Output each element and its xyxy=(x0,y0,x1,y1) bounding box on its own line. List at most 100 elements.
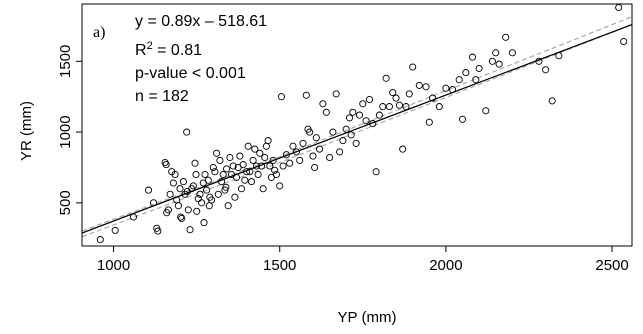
data-point xyxy=(402,103,410,111)
data-point xyxy=(309,152,317,160)
data-point xyxy=(339,137,347,145)
data-point xyxy=(214,190,222,198)
x-tick-label: 2500 xyxy=(595,257,628,274)
data-point xyxy=(282,151,290,159)
data-point xyxy=(382,74,390,82)
data-point xyxy=(229,162,237,170)
data-point xyxy=(266,162,274,170)
data-point xyxy=(249,156,257,164)
data-point xyxy=(271,166,279,174)
data-point xyxy=(149,199,158,207)
data-point xyxy=(193,207,201,215)
data-point xyxy=(279,162,287,170)
data-point xyxy=(264,137,272,145)
axes: 1000 1500 2000 2500 500 1000 1500 xyxy=(57,3,633,274)
x-axis-label: YP (mm) xyxy=(338,309,397,326)
data-point xyxy=(261,153,269,162)
data-point xyxy=(355,111,364,119)
data-point xyxy=(502,33,510,41)
data-point xyxy=(322,108,330,116)
data-point xyxy=(415,81,423,89)
data-point xyxy=(269,156,277,164)
data-point xyxy=(359,100,367,108)
data-point xyxy=(254,170,262,179)
data-point xyxy=(488,57,496,65)
data-point xyxy=(154,227,162,235)
data-point xyxy=(237,185,246,193)
data-point xyxy=(399,145,407,153)
data-point xyxy=(257,162,266,170)
data-point xyxy=(425,118,433,126)
data-point xyxy=(256,149,264,157)
data-point xyxy=(468,53,477,61)
data-point xyxy=(458,115,467,123)
data-point xyxy=(462,69,470,77)
data-point xyxy=(239,161,247,169)
data-point xyxy=(475,64,483,72)
data-point xyxy=(222,183,230,191)
data-point xyxy=(209,163,217,172)
data-point xyxy=(203,186,211,194)
data-point xyxy=(345,114,354,122)
data-point xyxy=(176,185,184,193)
data-point xyxy=(312,134,320,142)
data-point xyxy=(174,202,182,210)
data-point xyxy=(347,131,355,139)
data-point xyxy=(259,185,267,193)
data-point xyxy=(164,206,172,214)
data-point xyxy=(472,76,480,84)
data-point xyxy=(352,139,360,147)
data-point xyxy=(184,206,192,214)
data-point xyxy=(429,94,437,102)
y-tick-label: 1500 xyxy=(57,45,74,78)
data-point xyxy=(211,168,219,176)
data-point xyxy=(482,107,490,115)
data-point xyxy=(342,125,350,133)
data-point xyxy=(369,120,377,128)
y-axis-label: YR (mm) xyxy=(18,101,35,161)
data-point xyxy=(302,91,310,99)
sample-size: n = 182 xyxy=(135,88,189,105)
data-point xyxy=(455,76,463,84)
panel-label: a) xyxy=(93,24,105,41)
r-squared: R2 = 0.81 xyxy=(135,40,202,59)
data-point xyxy=(299,139,307,147)
data-point xyxy=(144,186,153,194)
data-point xyxy=(191,159,199,167)
r-squared-superscript: 2 xyxy=(147,40,153,52)
data-point xyxy=(247,178,256,186)
data-point xyxy=(200,219,208,227)
y-tick-label: 1000 xyxy=(57,115,74,148)
data-point xyxy=(329,128,337,136)
data-point xyxy=(232,173,241,181)
data-point xyxy=(392,94,400,102)
data-point xyxy=(192,170,200,179)
data-point xyxy=(166,190,174,198)
data-point xyxy=(495,60,503,68)
data-point xyxy=(216,156,224,164)
data-point xyxy=(276,182,284,190)
data-point xyxy=(535,57,543,65)
data-point xyxy=(251,145,259,153)
data-point xyxy=(223,165,231,173)
data-point xyxy=(178,214,186,222)
data-point xyxy=(186,226,194,234)
data-point xyxy=(311,163,319,172)
data-point xyxy=(542,66,550,74)
data-point xyxy=(326,153,334,162)
data-point xyxy=(286,159,294,167)
data-point xyxy=(508,49,516,57)
data-point xyxy=(198,199,206,207)
data-point xyxy=(442,84,450,92)
data-point xyxy=(395,101,403,109)
data-point xyxy=(316,145,324,153)
data-point xyxy=(277,93,285,101)
data-point xyxy=(96,236,104,244)
r-squared-prefix: R xyxy=(135,42,147,59)
r-squared-value: = 0.81 xyxy=(153,42,202,59)
data-point xyxy=(246,168,254,176)
data-point xyxy=(409,63,417,71)
data-point xyxy=(129,213,138,221)
data-point xyxy=(548,97,556,105)
data-point xyxy=(231,193,239,201)
